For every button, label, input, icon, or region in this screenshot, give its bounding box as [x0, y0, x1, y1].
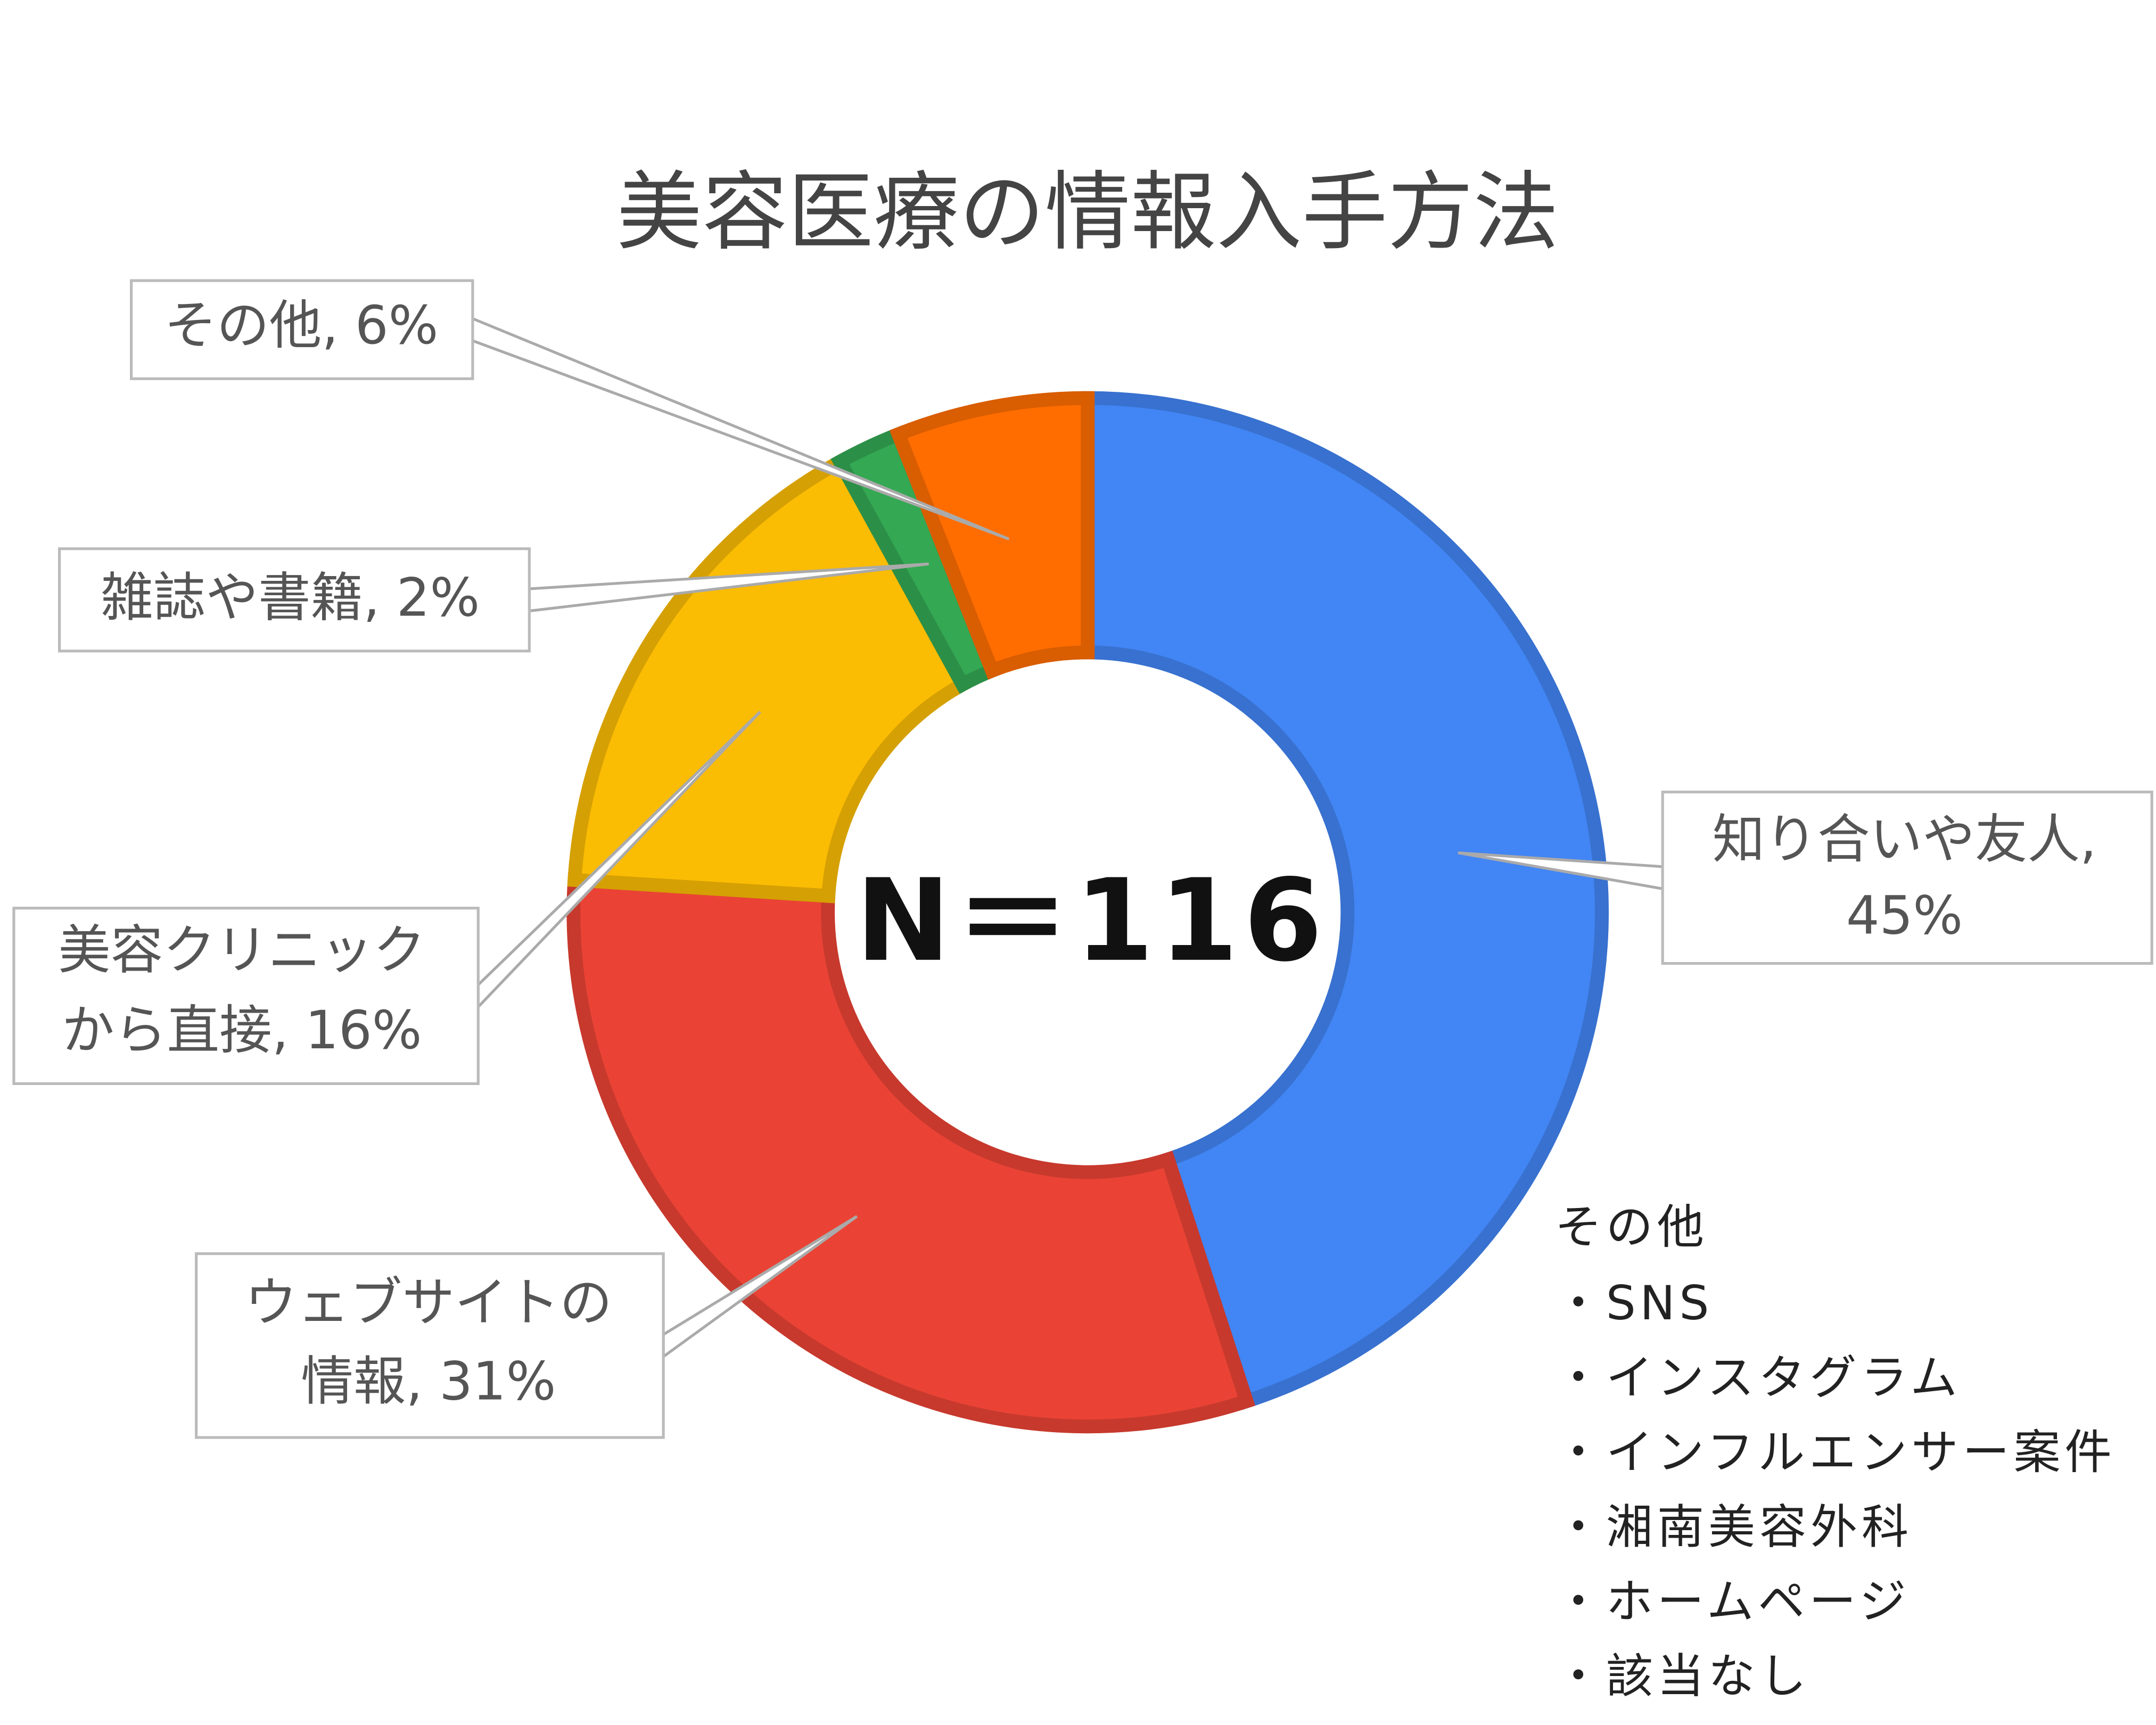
label-category: 知り合いや友人, [1713, 809, 2097, 870]
label-value: 16% [305, 1000, 422, 1061]
label-value: 45% [1846, 885, 1963, 946]
label-category: ウェブサイトの [245, 1272, 613, 1333]
label-category: 雑誌や書籍, [101, 567, 380, 628]
label-category: その他, [164, 295, 338, 356]
data-label: 雑誌や書籍, 2% [101, 567, 480, 628]
label-box [58, 547, 531, 653]
chart-title: 美容医療の情報入手方法 [616, 162, 1559, 262]
note-item: ・ホームページ [1555, 1574, 1911, 1629]
note-title: その他 [1555, 1200, 1708, 1254]
data-label: その他, 6% [164, 295, 438, 356]
data-label: 美容クリニックから直接, 16% [58, 919, 426, 1061]
label-category: 情報, [301, 1351, 423, 1412]
label-box [12, 907, 480, 1085]
label-value: 2% [397, 567, 480, 628]
label-value: 6% [355, 295, 439, 356]
note-item: ・該当なし [1555, 1649, 1811, 1704]
label-category: から直接, [62, 1000, 289, 1061]
label-box [195, 1252, 665, 1439]
note-item: ・インスタグラム [1555, 1350, 1962, 1405]
note-item: ・湘南美容外科 [1555, 1499, 1913, 1554]
data-label: 知り合いや友人, 45% [1713, 809, 2097, 946]
data-label: ウェブサイトの情報, 31% [245, 1272, 613, 1412]
label-category: 美容クリニック [58, 919, 426, 981]
label-box [1661, 791, 2153, 965]
donut-slice [1081, 391, 1609, 1410]
center-label: N＝116 [855, 855, 1328, 987]
note-item: ・インフルエンサー案件 [1555, 1425, 2116, 1480]
note-item: ・SNS [1555, 1276, 1713, 1330]
label-value: 31% [439, 1351, 556, 1412]
label-box [130, 279, 474, 380]
